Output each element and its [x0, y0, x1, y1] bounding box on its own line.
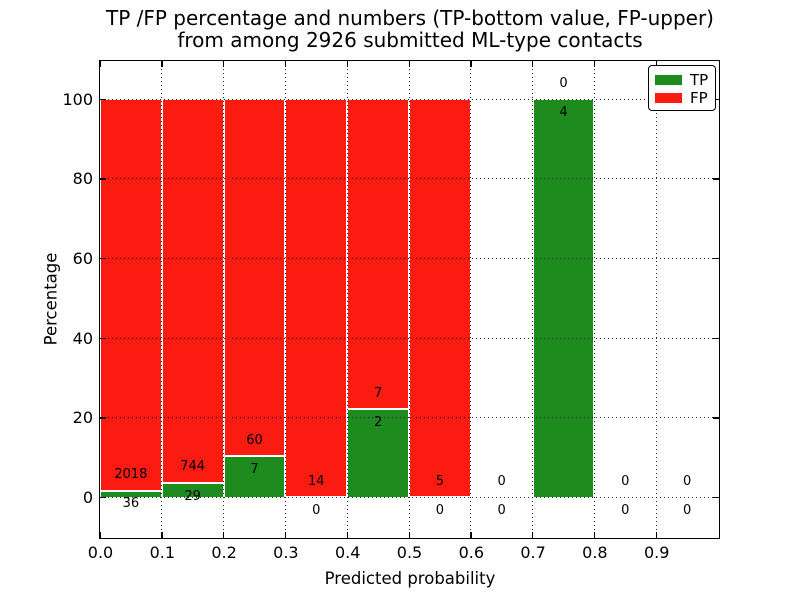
y-tick-mark [100, 337, 106, 339]
x-tick-label: 0.1 [149, 543, 176, 562]
legend-swatch-tp [655, 75, 682, 85]
fp-bar-segment [347, 99, 409, 409]
x-tick-mark [284, 61, 287, 67]
fp-count-label: 744 [180, 459, 206, 475]
gridline-vertical [346, 61, 348, 537]
x-tick-mark [470, 532, 472, 538]
x-tick-mark [593, 61, 596, 67]
x-tick-mark [223, 532, 225, 538]
x-tick-mark [99, 61, 101, 67]
y-tick-mark [713, 417, 719, 419]
tp-count-label: 0 [435, 503, 445, 519]
x-tick-mark [593, 532, 596, 538]
x-tick-mark [346, 532, 348, 538]
y-tick-mark [713, 178, 719, 180]
x-tick-label: 0.2 [211, 543, 237, 562]
gridline-vertical [655, 61, 657, 537]
y-tick-label: 60 [72, 248, 93, 268]
fp-count-label: 2018 [114, 467, 148, 483]
y-tick-label: 20 [72, 408, 93, 428]
y-tick-mark [713, 497, 719, 499]
x-tick-label: 0.8 [582, 543, 608, 562]
tp-count-label: 2 [373, 414, 383, 430]
fp-bar-segment [161, 99, 224, 483]
plot-area: TP FP 2018 36 744 29 60 7 14 0 7 2 5 0 0 0 0 4 0 0 0 0 [99, 60, 720, 539]
chart-title-line2: from among 2926 submitted ML-type contac… [177, 28, 643, 52]
x-tick-mark [161, 61, 163, 67]
y-tick-mark [100, 178, 106, 180]
fp-count-label: 0 [559, 75, 568, 91]
x-tick-mark [655, 532, 657, 538]
y-tick-mark [713, 257, 719, 260]
fp-count-label: 0 [621, 474, 630, 490]
y-tick-mark [100, 257, 106, 260]
chart-title: TP /FP percentage and numbers (TP-bottom… [20, 7, 800, 51]
tp-count-label: 29 [184, 488, 201, 504]
x-tick-label: 0.6 [458, 543, 485, 562]
legend-swatch-fp [655, 93, 682, 103]
fp-count-label: 0 [682, 474, 692, 490]
x-tick-label: 0.9 [643, 543, 670, 562]
x-tick-label: 0.4 [334, 543, 361, 562]
x-tick-mark [223, 61, 225, 67]
y-tick-mark [713, 98, 719, 100]
x-tick-mark [161, 532, 163, 538]
legend-label-fp: FP [690, 88, 708, 107]
y-tick-label: 0 [82, 488, 93, 507]
x-tick-mark [99, 532, 101, 538]
gridline-vertical [223, 61, 225, 537]
x-tick-mark [284, 532, 287, 538]
fp-count-label: 0 [497, 474, 506, 490]
tp-count-label: 4 [559, 105, 568, 121]
x-tick-mark [655, 61, 657, 67]
gridline-vertical [470, 61, 472, 537]
x-tick-label: 0.3 [273, 543, 299, 562]
fp-count-label: 60 [246, 432, 263, 448]
fp-bar-segment [223, 99, 286, 456]
x-axis-label: Predicted probability [324, 569, 496, 588]
legend: TP FP [648, 65, 716, 111]
gridline-vertical [593, 61, 595, 537]
y-tick-mark [100, 417, 106, 419]
gridline-vertical [161, 61, 163, 537]
x-tick-mark [532, 532, 534, 538]
y-tick-mark [100, 497, 106, 499]
fp-count-label: 7 [373, 385, 383, 401]
legend-row: TP [649, 71, 715, 89]
y-tick-label: 100 [62, 89, 93, 109]
fp-count-label: 5 [435, 474, 445, 490]
tp-bar-segment [532, 99, 595, 499]
x-tick-label: 0.0 [87, 543, 114, 562]
fp-count-label: 14 [308, 474, 325, 490]
x-tick-mark [408, 61, 410, 67]
x-tick-mark [346, 61, 348, 67]
fp-bar-segment [285, 99, 348, 498]
fp-bar-segment [409, 99, 471, 498]
x-tick-mark [532, 61, 534, 67]
fp-bar-segment [100, 99, 162, 491]
tp-count-label: 0 [497, 503, 506, 519]
gridline-vertical [532, 61, 534, 537]
legend-row: FP [649, 89, 715, 107]
y-tick-mark [100, 98, 106, 100]
tp-count-label: 7 [250, 461, 259, 477]
y-tick-label: 80 [72, 169, 93, 189]
gridline-vertical [408, 61, 410, 537]
gridline-vertical [284, 61, 286, 537]
tp-count-label: 0 [621, 503, 630, 519]
y-tick-label: 40 [72, 328, 93, 348]
tp-count-label: 36 [122, 496, 140, 512]
x-tick-mark [470, 61, 472, 67]
legend-label-tp: TP [690, 70, 709, 89]
x-tick-label: 0.7 [520, 543, 546, 562]
x-tick-label: 0.5 [396, 543, 423, 562]
tp-count-label: 0 [312, 503, 321, 519]
tp-count-label: 0 [682, 503, 692, 519]
x-tick-mark [408, 532, 410, 538]
chart-title-line1: TP /FP percentage and numbers (TP-bottom… [106, 6, 714, 30]
y-tick-mark [713, 337, 719, 339]
